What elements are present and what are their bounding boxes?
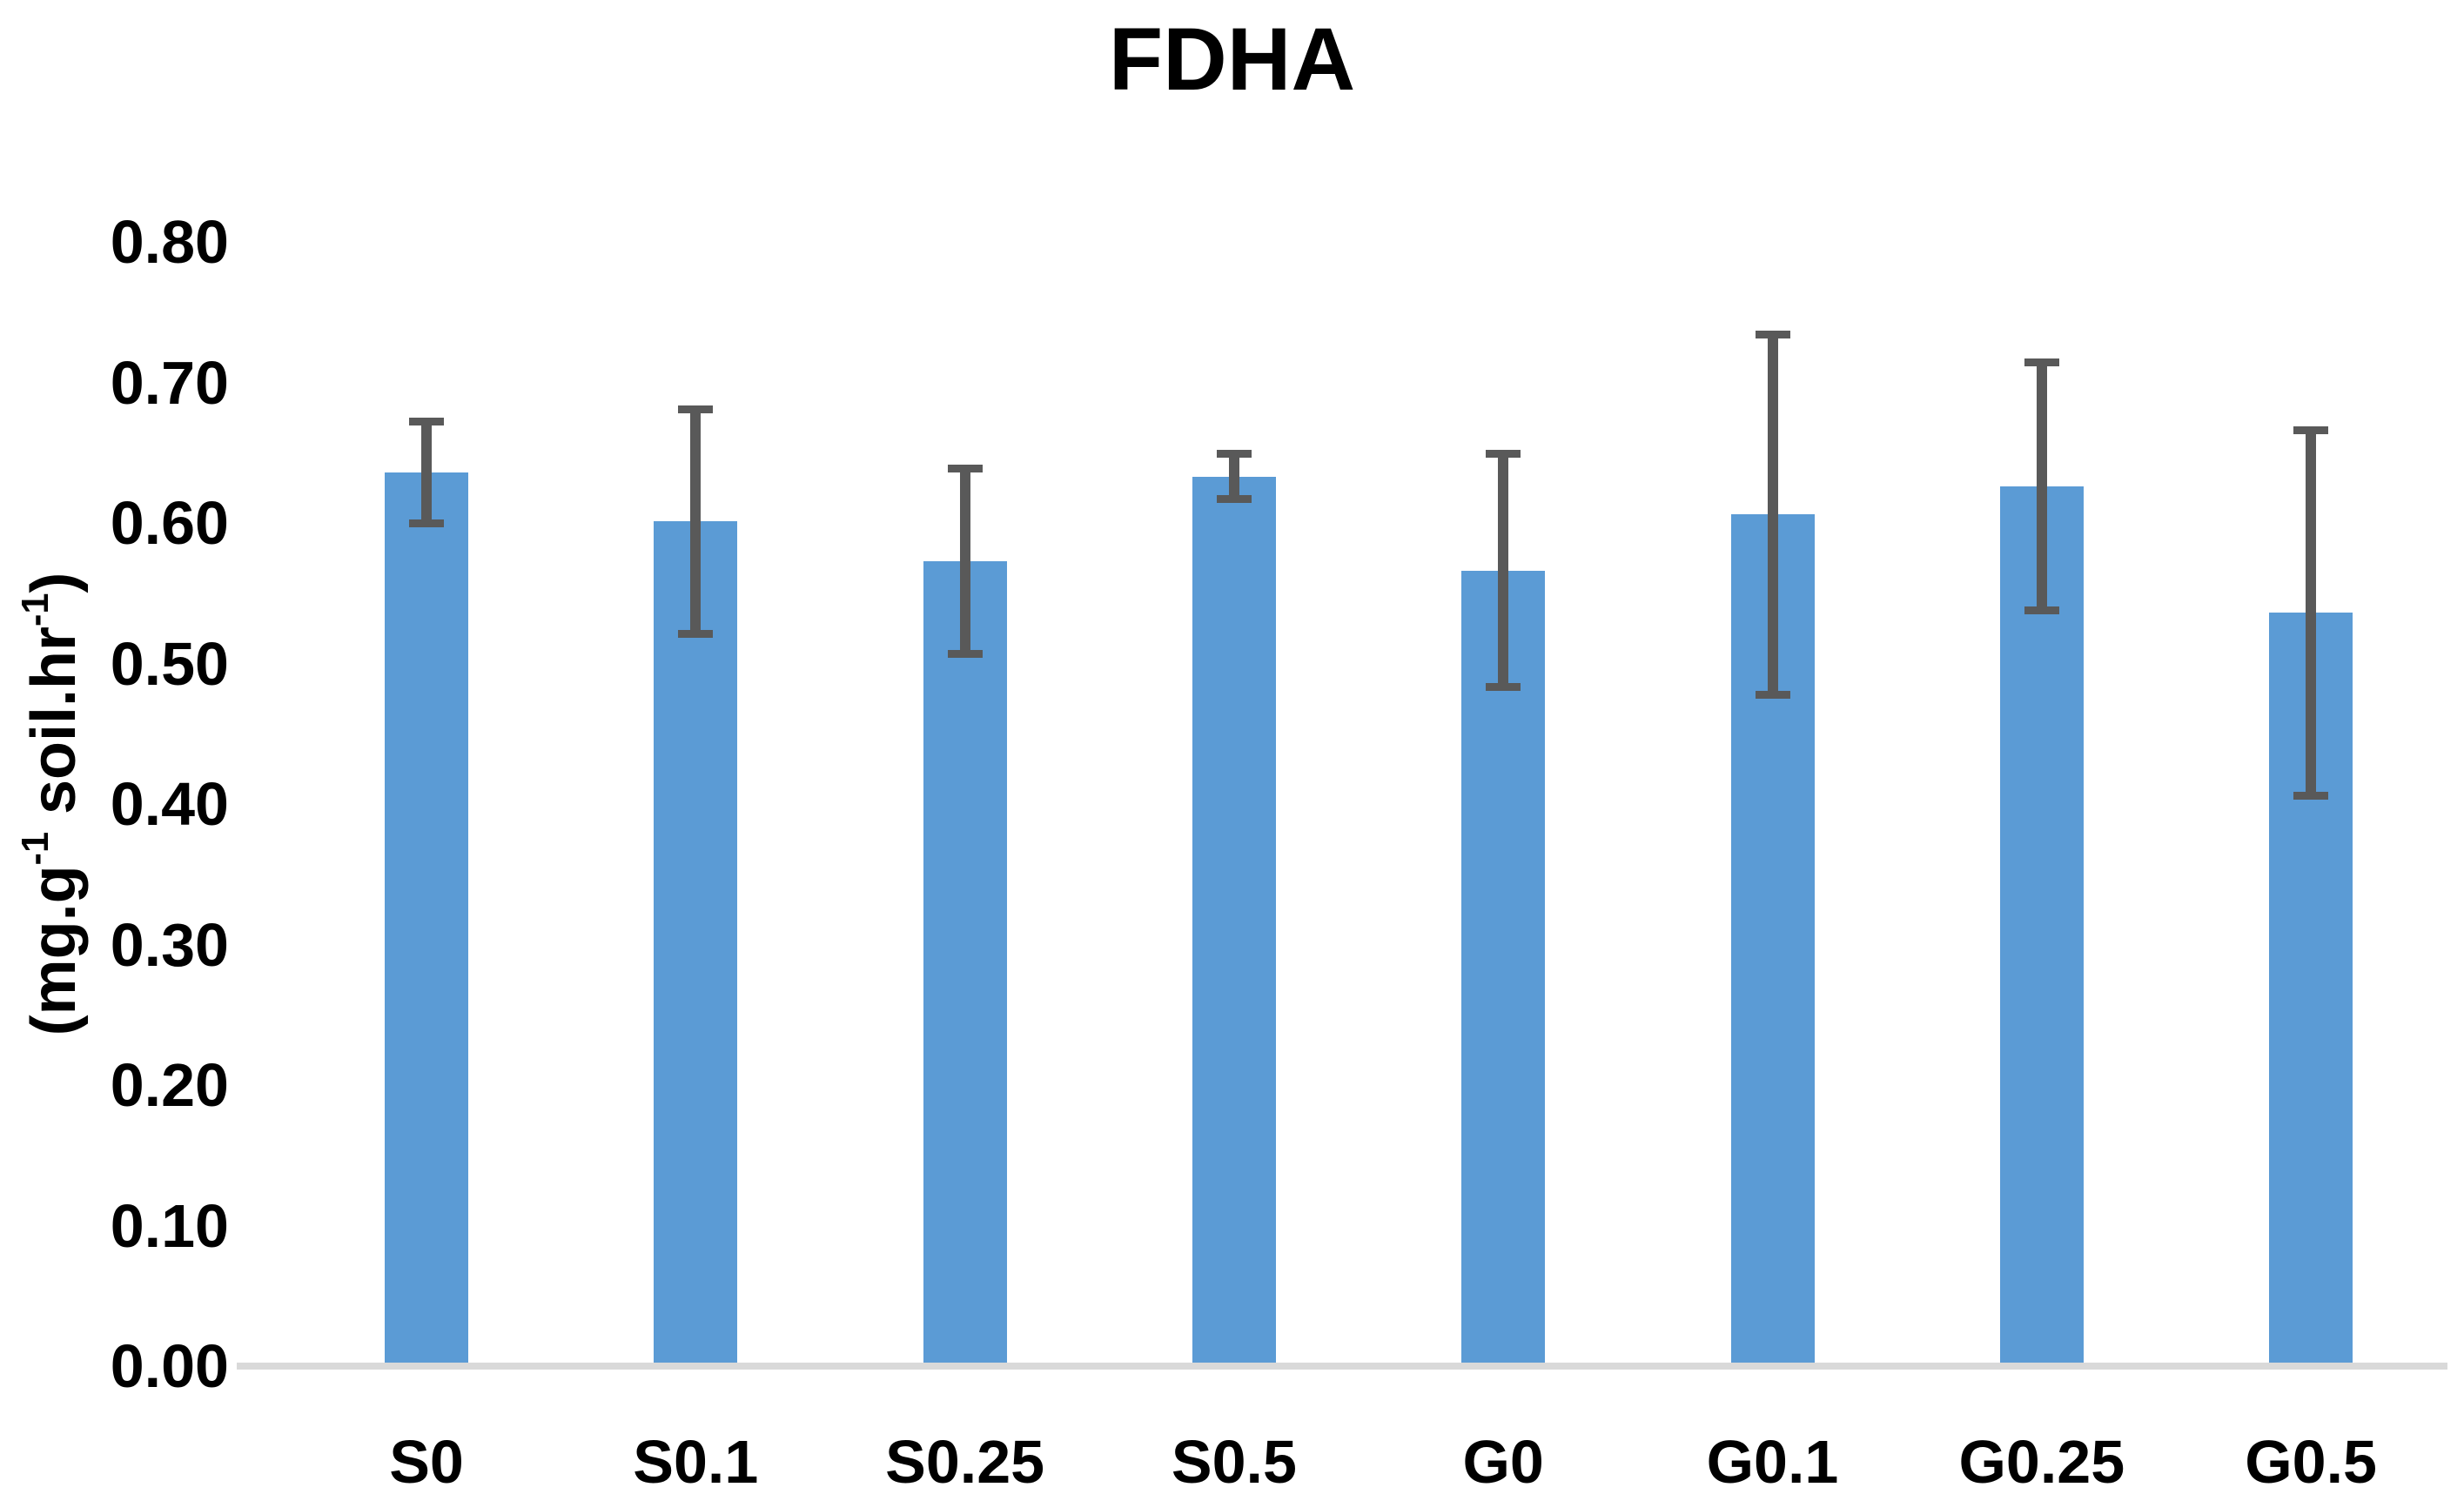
- error-bar-top-cap: [1755, 331, 1790, 339]
- y-tick-label: 0.70: [110, 348, 229, 417]
- error-bar-line: [1228, 453, 1239, 499]
- error-bar-top-cap: [1486, 450, 1521, 459]
- y-tick-label: 0.00: [110, 1332, 229, 1400]
- error-bar-line: [690, 409, 702, 634]
- error-bar-line: [1767, 334, 1778, 695]
- y-axis-title-superscript: -1: [14, 593, 57, 626]
- error-bar-bottom-cap: [1755, 690, 1790, 699]
- error-bar-bottom-cap: [1486, 683, 1521, 692]
- error-bar-bottom-cap: [409, 519, 444, 527]
- y-tick-label: 0.30: [110, 910, 229, 979]
- error-bar-line: [421, 421, 432, 523]
- error-bar-top-cap: [678, 405, 714, 413]
- error-bar-top-cap: [409, 418, 444, 426]
- y-tick-label: 0.40: [110, 770, 229, 838]
- y-tick-label: 0.50: [110, 629, 229, 698]
- bar: [1999, 486, 2084, 1363]
- chart-title: FDHA: [1108, 10, 1356, 109]
- x-axis-category-label: S0.5: [1171, 1428, 1297, 1494]
- y-tick-label: 0.80: [110, 208, 229, 276]
- y-tick-label: 0.10: [110, 1191, 229, 1260]
- error-bar-line: [959, 468, 970, 654]
- bar: [654, 521, 738, 1363]
- error-bar-top-cap: [2024, 358, 2059, 367]
- error-bar-top-cap: [2293, 425, 2329, 434]
- error-bar-line: [1498, 453, 1509, 687]
- error-bar-top-cap: [947, 464, 983, 472]
- bar: [1461, 570, 1546, 1363]
- x-axis-line: [237, 1363, 2447, 1370]
- error-bar-bottom-cap: [1216, 495, 1252, 504]
- error-bar-bottom-cap: [2024, 606, 2059, 614]
- y-tick-label: 0.20: [110, 1051, 229, 1119]
- y-axis-title-superscript: -1: [14, 832, 57, 866]
- error-bar-line: [2036, 362, 2047, 611]
- x-axis-category-label: S0.25: [885, 1428, 1045, 1494]
- bar: [385, 472, 468, 1363]
- bar: [1192, 476, 1276, 1363]
- error-bar-line: [2306, 430, 2317, 796]
- x-axis-category-label: S0: [389, 1428, 464, 1494]
- x-axis-category-label: G0: [1462, 1428, 1544, 1494]
- x-axis-category-label: S0.1: [633, 1428, 759, 1494]
- error-bar-bottom-cap: [947, 649, 983, 658]
- x-axis-category-label: G0.1: [1706, 1428, 1839, 1494]
- x-axis-category-label: G0.25: [1958, 1428, 2125, 1494]
- y-axis-title-text: ): [19, 572, 89, 593]
- bar: [923, 560, 1007, 1363]
- error-bar-bottom-cap: [2293, 791, 2329, 800]
- error-bar-top-cap: [1216, 450, 1252, 459]
- x-axis-category-label: G0.5: [2245, 1428, 2377, 1494]
- y-tick-label: 0.60: [110, 489, 229, 557]
- error-bar-bottom-cap: [678, 630, 714, 639]
